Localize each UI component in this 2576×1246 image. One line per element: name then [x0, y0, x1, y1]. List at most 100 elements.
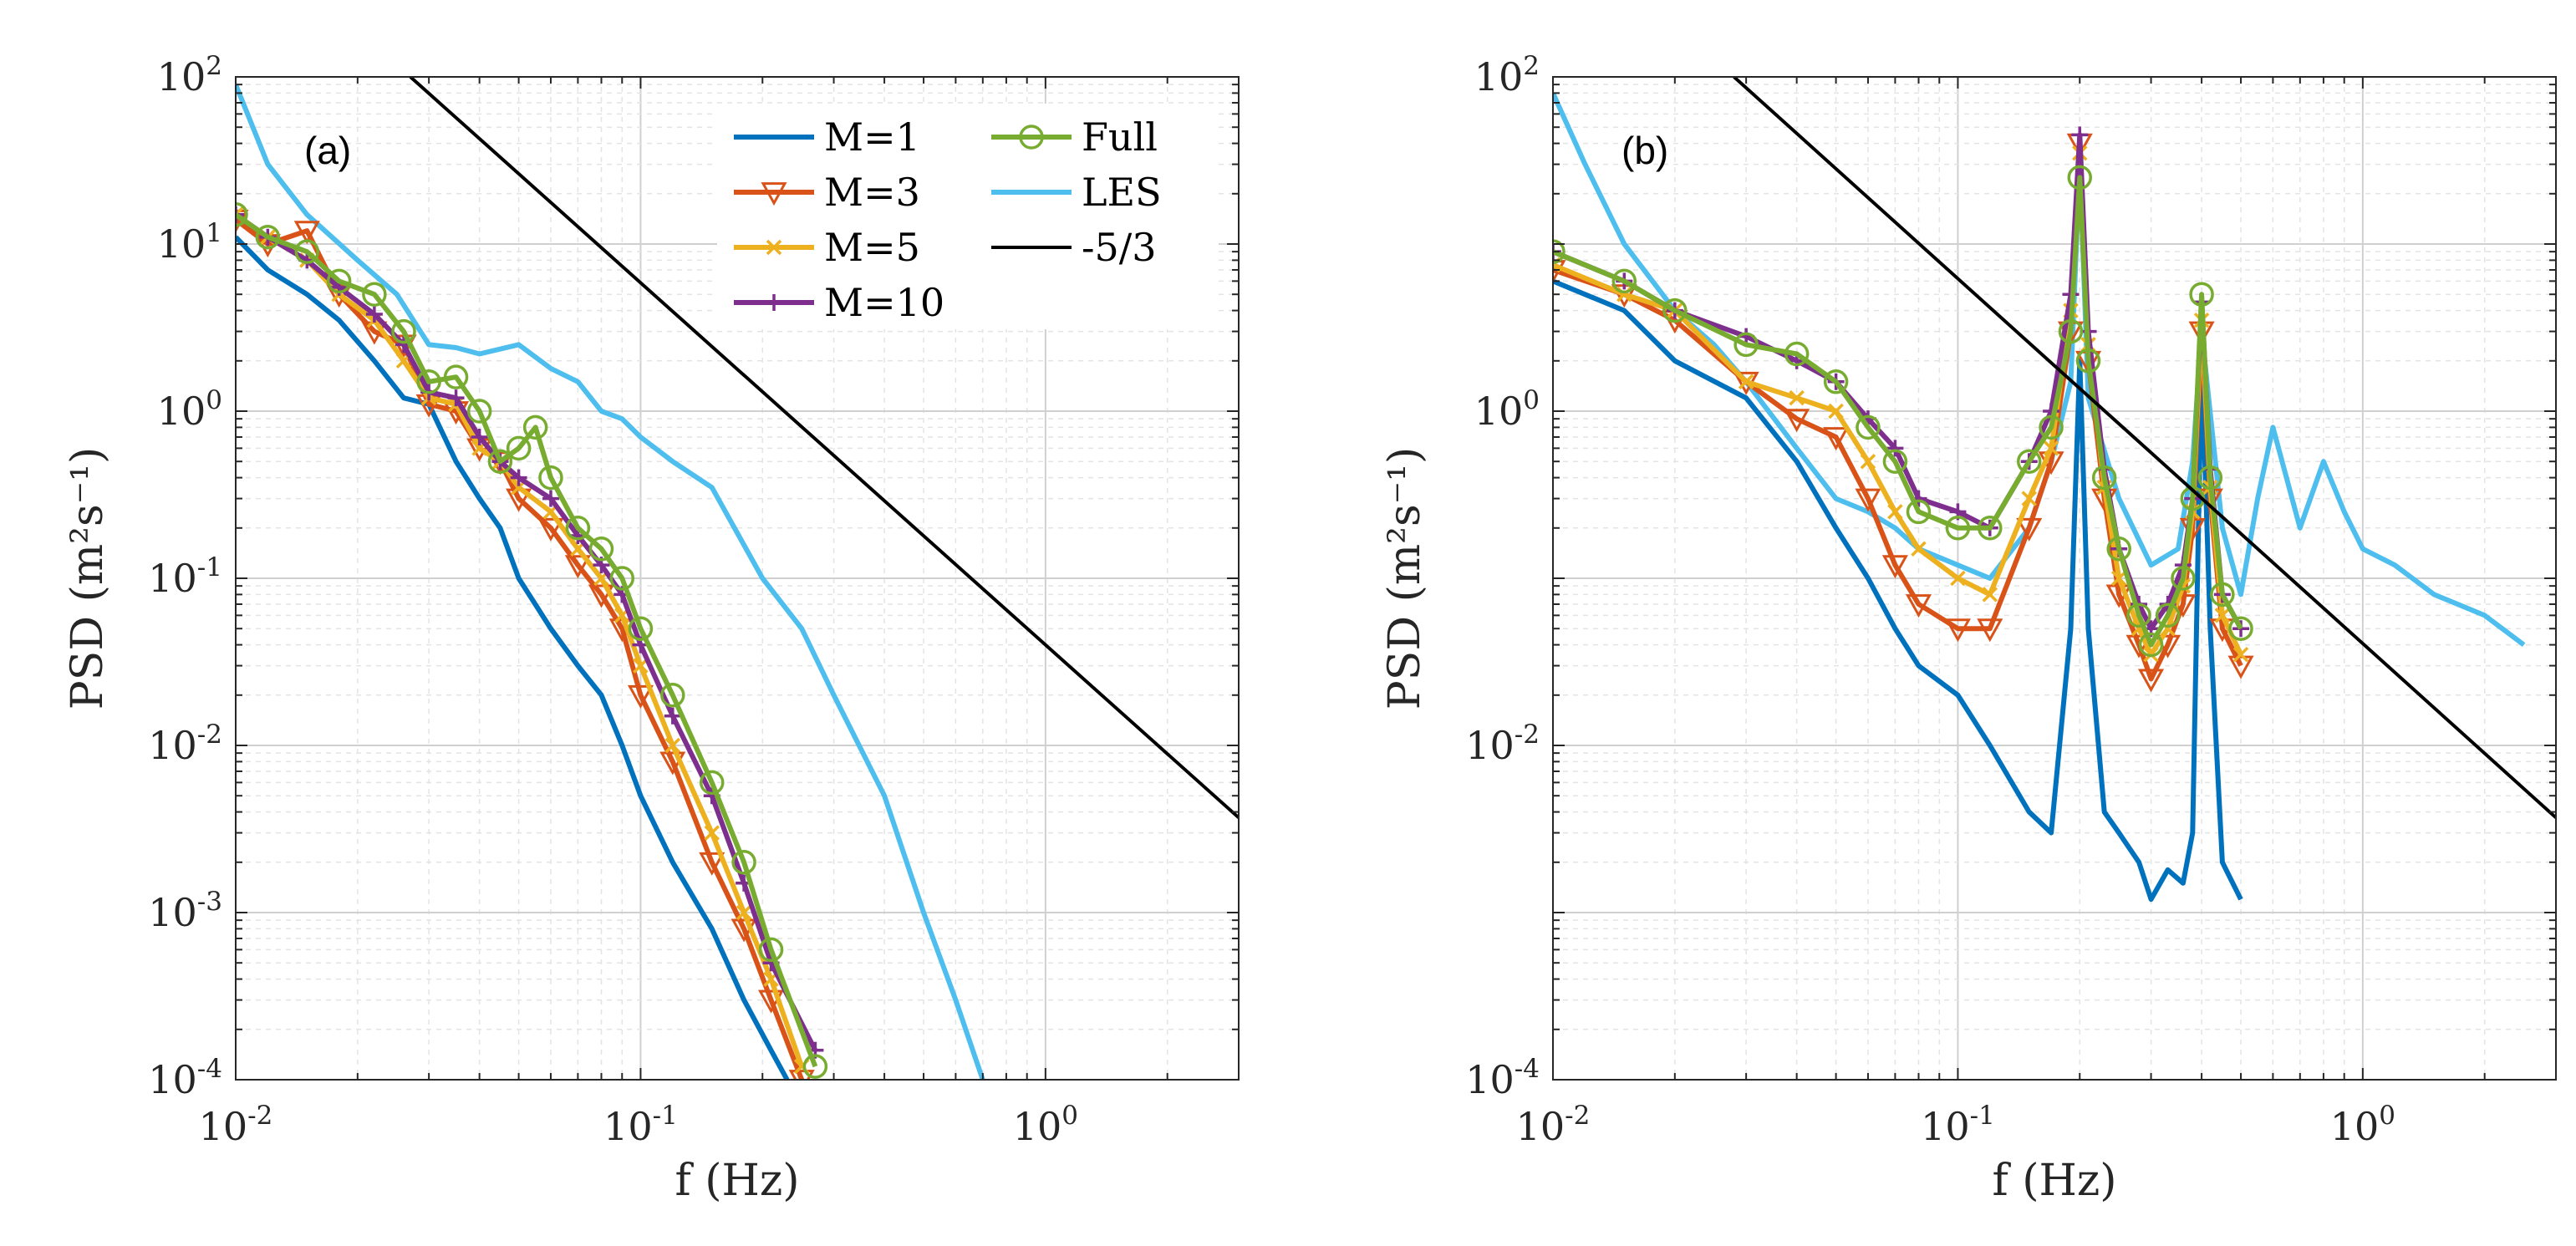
data-point-full: [255, 224, 281, 250]
legend-label-m-3: M=3: [824, 170, 920, 215]
panel-a-legend: M=1 M=3 M=5 M=10 Full LES -5/3: [717, 104, 1219, 329]
data-point-full: [1553, 239, 1565, 264]
data-point-m-3: [1855, 488, 1881, 512]
data-point-full: [1882, 449, 1908, 474]
data-point-full: [2016, 449, 2042, 474]
data-point-m-3: [627, 684, 654, 709]
legend-label-les: LES: [1082, 170, 1162, 215]
data-point-m-10: [2232, 620, 2250, 638]
data-point-full: [2067, 165, 2093, 191]
legend-items: M=1 M=3 M=5 M=10 Full LES -5/3: [734, 114, 1162, 325]
data-point-full: [1856, 414, 1881, 440]
y-tick-label: 10-2: [1465, 720, 1540, 768]
legend-entry-m-10: M=10: [734, 280, 944, 325]
x-tick-label: 10-2: [199, 1101, 273, 1149]
data-point-full: [538, 465, 563, 491]
series-line-m-1: [236, 235, 790, 1080]
data-point-m-5: [2021, 491, 2037, 506]
data-point-full: [758, 937, 784, 963]
legend-entry-full: Full: [991, 114, 1158, 160]
data-point-m-3: [537, 517, 564, 542]
data-point-full: [1733, 332, 1759, 358]
y-tick-label: 10-4: [1465, 1054, 1540, 1102]
data-point-full: [2138, 632, 2164, 658]
data-point-full: [609, 566, 635, 591]
data-point-m-5: [704, 825, 720, 841]
data-point-full: [660, 683, 685, 708]
data-point-full: [588, 537, 614, 562]
data-point-full: [487, 449, 513, 474]
data-point-m-5: [1860, 453, 1876, 470]
data-point-full: [628, 616, 654, 641]
data-point-full: [2058, 318, 2084, 344]
series-line-m-3: [236, 217, 804, 1080]
data-point-m-3: [2016, 517, 2043, 542]
y-tick-label: 10-2: [148, 720, 222, 768]
x-tick-label: 10-2: [1516, 1101, 1591, 1149]
legend-label-m-1: M=1: [824, 114, 920, 160]
data-point-full: [443, 364, 469, 389]
data-point-full: [2126, 603, 2151, 628]
data-point-m-3: [1977, 618, 2003, 643]
data-point-full: [466, 399, 492, 424]
data-point-full: [326, 268, 352, 294]
x-tick-label: 10-1: [1921, 1101, 1995, 1149]
y-tick-label: 10-3: [148, 887, 222, 935]
data-point-full: [1784, 341, 1810, 367]
data-point-m-5: [633, 658, 649, 674]
y-tick-label: 100: [1474, 385, 1540, 434]
series-line-full: [236, 212, 818, 1068]
y-tick-label: 102: [157, 51, 222, 99]
legend-label-m-10: M=10: [824, 280, 944, 325]
data-point-m-5: [1911, 541, 1927, 557]
data-point-m-5: [1789, 389, 1805, 406]
data-point-full: [565, 516, 591, 541]
data-point-m-10: [510, 469, 527, 486]
panel-b-label: (b): [1621, 129, 1668, 172]
data-point-full: [802, 1054, 828, 1079]
data-point-full: [236, 202, 248, 227]
data-point-m-3: [699, 852, 725, 876]
data-point-full: [522, 414, 548, 440]
data-point-full: [2197, 465, 2223, 491]
x-tick-label: 100: [1013, 1101, 1078, 1149]
y-tick-label: 10-4: [148, 1054, 222, 1102]
data-point-full: [506, 435, 532, 461]
data-point-m-10: [365, 306, 383, 323]
legend-entry-m-5: M=5: [734, 225, 920, 270]
panel-b-xlabel: f (Hz): [1992, 1156, 2116, 1206]
data-point-full: [699, 770, 725, 796]
panel-a-label: (a): [304, 129, 351, 172]
data-point-full: [2210, 582, 2235, 608]
data-point-full: [2091, 465, 2117, 491]
legend-marker-m-3: [761, 182, 787, 206]
y-tick-label: 10-1: [148, 552, 222, 601]
data-point-full: [2075, 348, 2101, 374]
data-point-m-3: [1823, 427, 1850, 451]
legend-label-m-5: M=5: [824, 225, 920, 270]
data-point-full: [1662, 298, 1688, 323]
data-point-m-10: [2071, 126, 2089, 144]
y-tick-label: 102: [1474, 51, 1540, 99]
data-point-full: [2155, 603, 2181, 628]
series-line-m-1: [1553, 278, 2243, 903]
data-point-m-5: [2214, 608, 2231, 623]
y-tick-label: 101: [157, 218, 222, 267]
legend-marker-full: [1019, 125, 1044, 150]
x-tick-label: 10-1: [603, 1101, 678, 1149]
legend-entry-m-1: M=1: [734, 114, 920, 160]
data-point-m-10: [664, 707, 681, 725]
data-point-m-3: [788, 1070, 815, 1080]
data-point-m-5: [2043, 440, 2059, 456]
panel-b-series: [1553, 77, 2556, 903]
data-point-full: [2171, 566, 2196, 591]
series-line--5-3: [409, 77, 1239, 819]
legend-box: [717, 104, 1219, 329]
data-point-m-5: [1738, 374, 1754, 390]
data-point-full: [294, 239, 320, 264]
legend-label--5-3: -5/3: [1082, 225, 1157, 270]
data-point-full: [2189, 282, 2214, 307]
data-point-m-5: [2232, 646, 2249, 663]
data-point-full: [362, 282, 387, 307]
